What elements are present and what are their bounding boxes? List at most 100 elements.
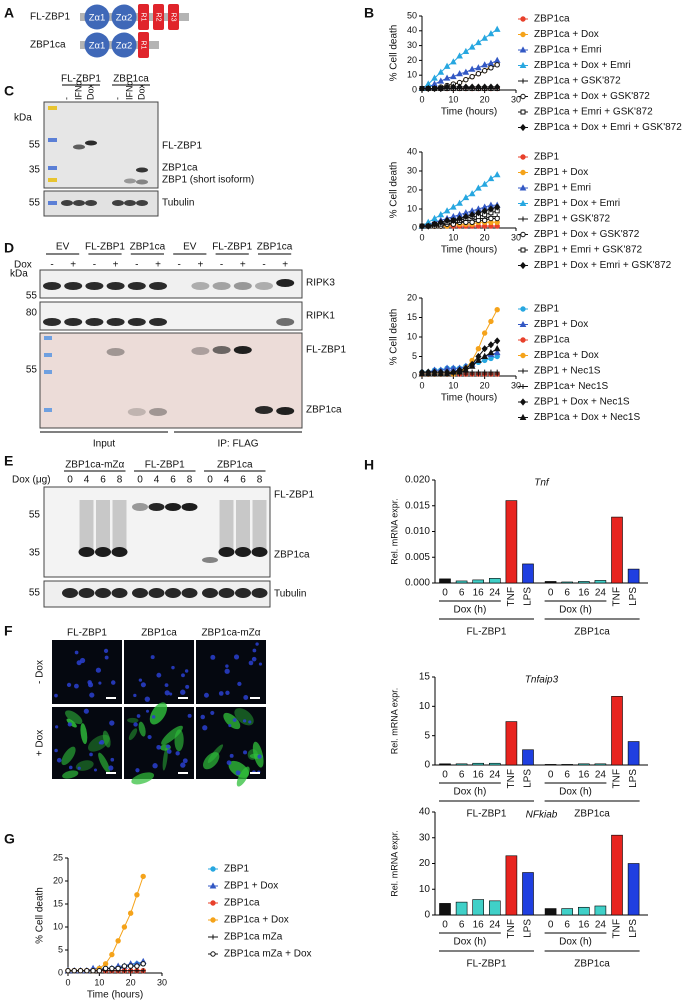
x-tick-label: 30 [511,94,521,104]
x-tick-label: 6 [459,770,465,781]
nucleus [66,682,72,687]
nucleus [109,720,115,726]
nucleus [150,655,155,660]
data-point [443,62,451,69]
column-label: ZBP1ca [141,628,177,639]
data-point [462,47,470,55]
lane-sign: - [93,260,96,271]
dose-label: 6 [170,475,176,486]
ladder-band [48,201,57,205]
y-tick-label: 20 [407,184,417,194]
x-axis-title: Time (hours) [441,393,497,404]
data-point [475,371,481,377]
nucleus [151,715,156,719]
bar [544,581,557,584]
nucleus [156,672,162,678]
bar [472,762,485,766]
group-label: EV [56,242,70,253]
nucleus [98,681,102,685]
dose-label: 0 [137,475,143,486]
nucleus [89,692,95,698]
chart-title: Tnf [534,478,550,489]
nucleus [184,669,189,673]
data-point [468,362,476,369]
band [85,282,104,290]
cell-signal [149,702,168,725]
dose-label: 8 [257,475,263,486]
legend-label: ZBP1 + Dox + Emri + GSK'872 [534,260,672,271]
nucleus [83,708,89,714]
data-point [462,213,469,221]
x-tick-label: LPS [523,919,534,938]
band [181,588,198,598]
data-point [475,38,482,46]
band [132,588,148,598]
x-axis-title: Time (hours) [441,107,497,118]
bar [627,741,640,766]
group-label: ZBP1ca [113,74,149,85]
blot [39,269,303,299]
marker-label: 35 [29,165,41,176]
data-point [456,368,463,375]
smear [112,500,127,550]
legend-marker [520,78,526,84]
lane-sign: + [70,260,76,271]
column-label: FL-ZBP1 [67,628,107,639]
legend-marker [520,31,526,38]
group-axis-label: Dox (h) [559,787,592,798]
data-point [444,216,451,224]
panel-letter: D [4,240,14,256]
band-label: ZBP1ca [162,163,198,174]
group-label: FL-ZBP1 [85,242,125,253]
cell-signal [98,752,110,774]
data-point [481,83,488,91]
group-label: ZBP1ca [574,627,610,638]
dose-label: 4 [154,475,160,486]
nucleus [56,757,62,763]
data-point [493,56,501,63]
ladder-band [48,138,57,142]
x-tick-label: 6 [564,588,570,599]
y-tick-label: 20 [53,875,63,885]
y-axis-title: Rel. mRNA expr. [389,688,399,755]
data-point [437,211,445,218]
data-point [84,968,90,974]
data-point [456,52,463,59]
x-tick-label: LPS [523,587,534,606]
y-tick-label: 40 [407,25,417,35]
smear [219,500,234,550]
marker-label: 55 [26,291,38,302]
bar [505,721,518,766]
data-point [475,64,482,71]
legend-marker [209,882,217,889]
cell-signal [127,717,139,723]
nucleus [243,750,248,755]
group-label: ZBP1ca [574,959,610,970]
rhim [138,32,149,58]
x-tick-label: TNF [612,587,623,606]
ladder-band [44,370,52,374]
data-point [462,83,469,91]
y-tick-label: 0 [58,967,63,977]
nucleus [67,722,72,727]
y-tick-label: 50 [407,10,417,20]
legend-marker [520,216,526,222]
y-tick-label: 20 [407,55,417,65]
nucleus [74,683,79,689]
data-point [469,211,476,219]
dose-label: 0 [207,475,213,486]
data-point [437,370,445,377]
data-point [481,207,488,215]
x-tick-label: 0 [419,94,424,104]
data-point [481,180,489,187]
data-point [469,219,475,226]
nucleus [133,722,138,727]
nucleus [210,654,216,660]
group-label: FL-ZBP1 [212,242,252,253]
bar [439,763,451,766]
data-point [488,371,494,377]
legend-label: ZBP1ca + Dox [534,29,599,40]
bar [472,579,485,584]
nucleus [202,725,208,731]
band-label: ZBP1ca [274,550,310,561]
